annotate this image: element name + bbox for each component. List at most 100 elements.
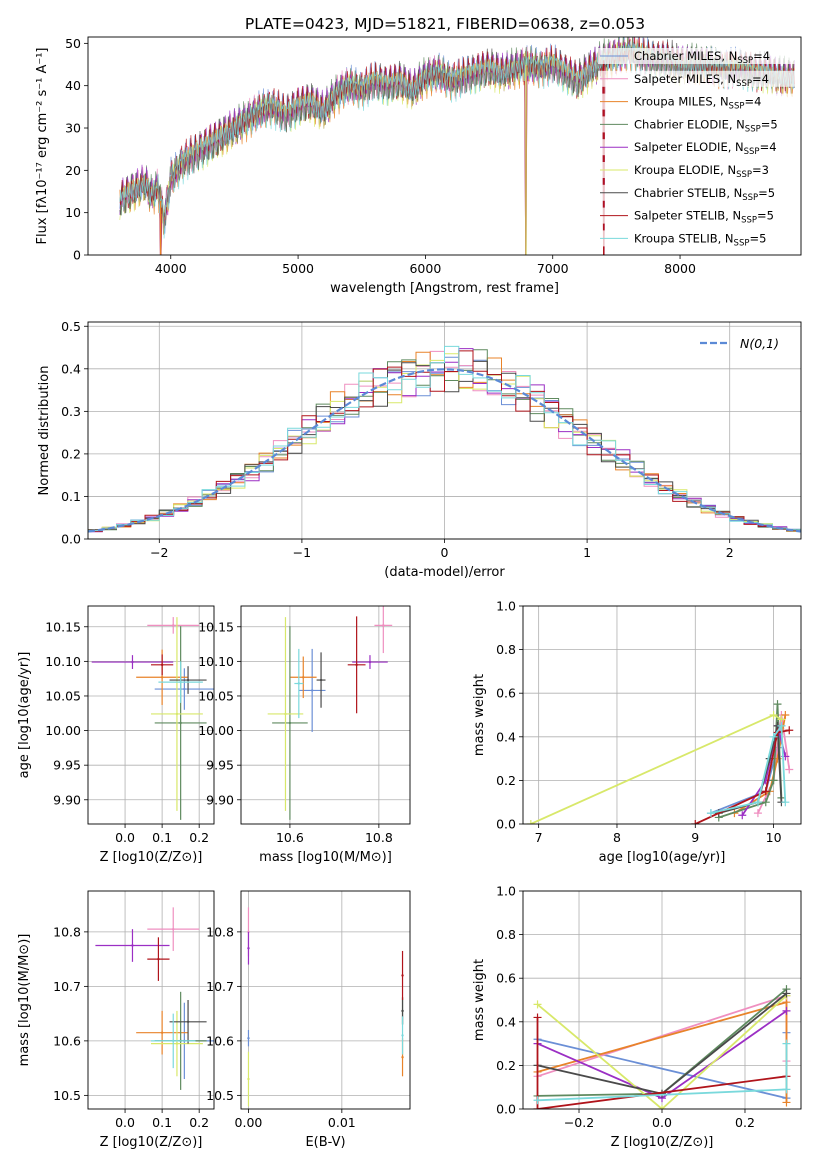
legend-label-main: Chabrier ELODIE, N	[634, 117, 745, 131]
y-tick-label: 10.10	[198, 654, 234, 669]
data-point	[382, 624, 385, 627]
x-tick-label: 0.01	[328, 1115, 356, 1130]
data-point	[157, 957, 160, 961]
weight-line	[536, 994, 788, 1109]
y-tick-label: 0.8	[496, 642, 516, 657]
x-tick-label: 0.0	[115, 830, 135, 845]
x-tick-label: 8	[613, 830, 621, 845]
legend-label-tail: =5	[757, 209, 774, 223]
y-tick-label: 10.8	[53, 924, 81, 939]
y-tick-label: 0.2	[496, 1058, 516, 1073]
y-axis-label: mass weight	[472, 674, 487, 756]
data-point	[310, 689, 314, 692]
data-point	[319, 678, 323, 682]
y-tick-label: 10.15	[45, 619, 81, 634]
weight-marker	[782, 1006, 791, 1015]
x-tick-label: 0.0	[115, 1115, 135, 1130]
x-tick-label: 0.1	[152, 830, 172, 845]
y-tick-label: 50	[65, 36, 81, 51]
legend-bg	[598, 139, 798, 156]
legend-label-sub: SSP	[742, 193, 758, 203]
weight-marker	[533, 1105, 542, 1109]
weight-marker	[753, 809, 762, 818]
normal-curve	[88, 368, 801, 533]
age-vs-Z-plot-area	[91, 617, 214, 820]
y-tick-label: 0.2	[61, 446, 81, 461]
data-point	[179, 680, 182, 684]
y-axis-label: age [log10(age/yr)]	[17, 652, 32, 779]
legend-bg	[598, 70, 798, 87]
legend-bg	[598, 162, 798, 178]
y-tick-label: 0.1	[61, 489, 81, 504]
weight-marker	[769, 732, 778, 741]
legend-label-sub: SSP	[736, 170, 752, 180]
y-tick-label: 0.0	[496, 817, 516, 832]
data-point	[401, 1056, 404, 1059]
y-tick-label: 0.2	[496, 773, 516, 788]
weight-marker	[782, 1085, 791, 1094]
y-tick-label: 0.5	[61, 319, 81, 334]
y-axis-label: mass [log10(M/M⊙)]	[17, 934, 32, 1067]
x-tick-label: 0.0	[652, 1115, 672, 1130]
histogram-series	[88, 345, 801, 532]
y-tick-label: 0.0	[61, 532, 81, 547]
data-point	[302, 676, 305, 679]
x-axis-label: (data-model)/error	[384, 565, 505, 580]
y-tick-label: 0.4	[496, 729, 516, 744]
data-point	[297, 682, 301, 685]
x-tick-label: 5000	[282, 261, 314, 276]
axes-frame	[87, 605, 215, 825]
mass-vs-Z-plot-area	[95, 907, 214, 1090]
data-point	[160, 1031, 164, 1034]
legend-label-tail: =3	[752, 163, 769, 177]
y-tick-label: 0	[73, 248, 81, 263]
x-tick-label: 4000	[155, 261, 187, 276]
data-point	[175, 1042, 179, 1045]
y-tick-label: 10.05	[198, 688, 234, 703]
legend-bg	[598, 184, 798, 201]
x-axis-label: age [log10(age/yr)]	[599, 850, 726, 865]
data-point	[401, 1034, 404, 1037]
legend-bg	[598, 230, 798, 247]
data-point	[284, 712, 287, 716]
legend-label: Kroupa MILES, NSSP=4	[634, 95, 761, 112]
axes-frame	[87, 890, 215, 1110]
legend-label-sub: SSP	[729, 102, 745, 112]
legend-bg	[598, 116, 798, 133]
x-tick-label: 0.2	[189, 830, 209, 845]
y-axis-label: mass weight	[472, 959, 487, 1041]
y-tick-label: 20	[65, 163, 81, 178]
legend-label-tail: =5	[761, 117, 778, 131]
weight-marker	[781, 798, 790, 807]
legend-label: Chabrier ELODIE, NSSP=5	[634, 117, 778, 134]
weight-marker	[785, 726, 794, 735]
weight-marker	[782, 1098, 791, 1107]
data-point	[172, 1039, 175, 1043]
legend-label-sub: SSP	[741, 216, 757, 226]
y-tick-label: 10.7	[53, 979, 81, 994]
data-point	[186, 1020, 190, 1023]
mass-weight-vs-Z-plot-area	[533, 985, 791, 1109]
legend-label-tail: =4	[760, 140, 777, 154]
y-tick-label: 30	[65, 121, 81, 136]
weight-marker	[777, 721, 786, 730]
age-vs-mass-plot-area	[267, 606, 393, 820]
data-point	[247, 947, 250, 950]
x-tick-label: 10	[766, 830, 782, 845]
legend-label-main: Chabrier MILES, N	[634, 49, 737, 63]
y-tick-label: 10.7	[206, 979, 234, 994]
legend-label: Kroupa ELODIE, NSSP=3	[634, 163, 769, 180]
x-axis-label: wavelength [Angstrom, rest frame]	[330, 281, 559, 296]
weight-marker	[761, 798, 770, 807]
weight-marker	[738, 811, 747, 820]
x-tick-label: 10.6	[276, 830, 304, 845]
weight-line	[757, 714, 791, 814]
y-tick-label: 10.5	[53, 1088, 81, 1103]
data-point	[131, 944, 134, 947]
axes-frame	[522, 605, 802, 825]
x-tick-label: 8000	[664, 261, 696, 276]
y-tick-label: 0.4	[496, 1014, 516, 1029]
data-point	[131, 660, 134, 664]
